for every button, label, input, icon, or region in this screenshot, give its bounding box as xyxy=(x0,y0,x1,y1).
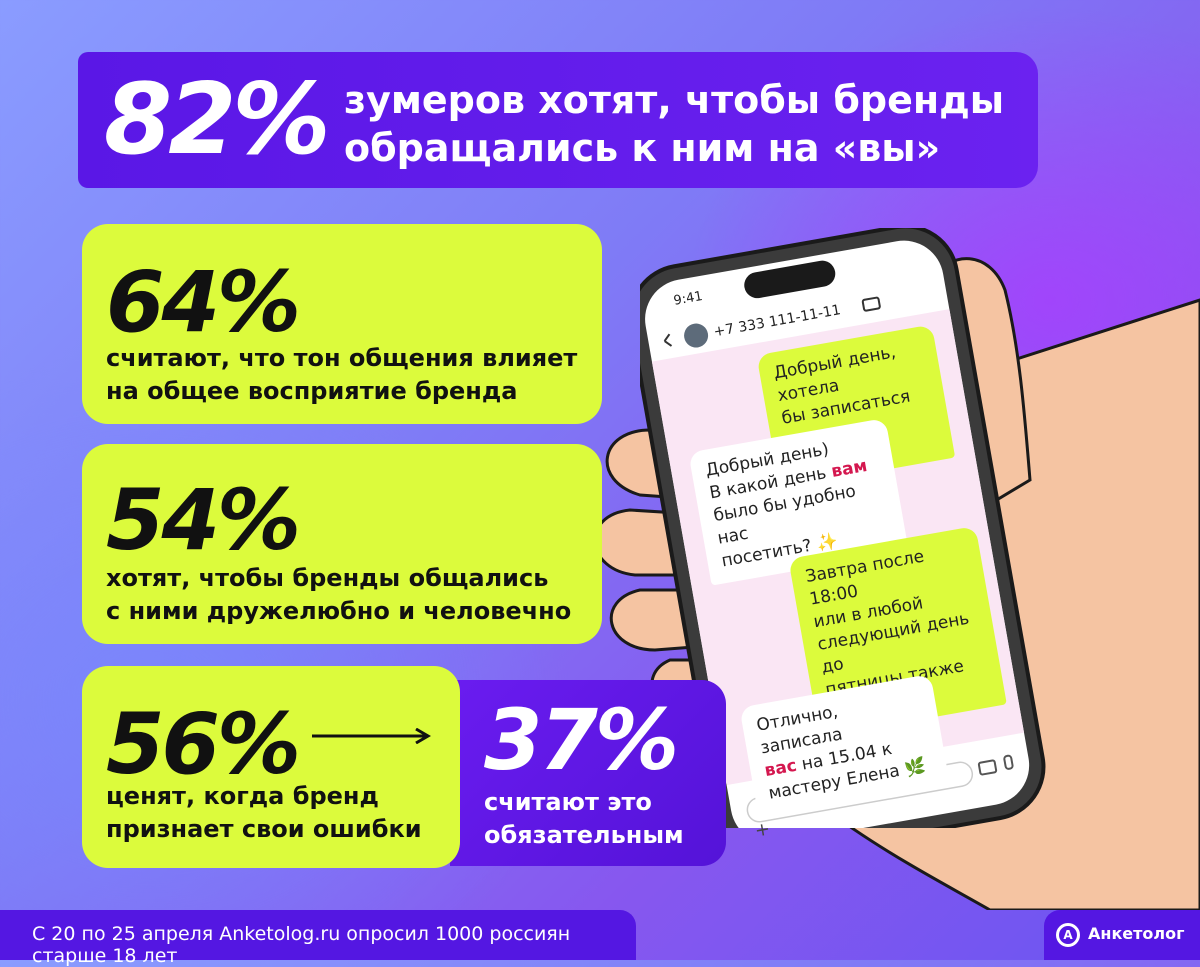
headline-banner: 82% зумеров хотят, чтобы бренды обращали… xyxy=(78,52,1038,188)
stat-description: ценят, когда бренд признает свои ошибки xyxy=(106,780,422,846)
stat-line-2: признает свои ошибки xyxy=(106,813,422,846)
stat-line-2: с ними дружелюбно и человечно xyxy=(106,595,571,628)
contact-number[interactable]: +7 333 111-11-11 xyxy=(712,302,842,340)
headline-line-1: зумеров хотят, чтобы бренды xyxy=(344,76,1004,124)
stat-description: хотят, чтобы бренды общались с ними друж… xyxy=(106,562,571,628)
headline-percent: 82% xyxy=(104,56,327,184)
message-in-2: Отлично, записала вас на 15.04 к мастеру… xyxy=(739,674,950,818)
stat-description: считают, что тон общения влияет на общее… xyxy=(106,342,577,408)
followup-line-2: обязательным xyxy=(484,819,684,852)
headline-line-2: обращались к ним на «вы» xyxy=(344,124,1004,172)
followup-percent: 37% xyxy=(484,692,676,788)
survey-footnote: С 20 по 25 апреля Anketolog.ru опросил 1… xyxy=(0,910,636,960)
brand-name: Анкетолог xyxy=(1088,924,1184,943)
stat-card-54: 54% хотят, чтобы бренды общались с ними … xyxy=(82,444,602,644)
stat-card-56: 56% ценят, когда бренд признает свои оши… xyxy=(82,666,460,868)
followup-card-37: 37% считают это обязательным xyxy=(450,680,726,866)
brand-badge[interactable]: A Анкетолог xyxy=(1044,910,1200,960)
brand-logo-icon: A xyxy=(1056,923,1080,947)
stat-line-1: ценят, когда бренд xyxy=(106,780,422,813)
stat-line-2: на общее восприятие бренда xyxy=(106,375,577,408)
arrow-right-icon xyxy=(312,728,432,744)
stat-percent: 56% xyxy=(106,696,298,792)
stat-line-1: считают, что тон общения влияет xyxy=(106,342,577,375)
stat-card-64: 64% считают, что тон общения влияет на о… xyxy=(82,224,602,424)
stat-line-1: хотят, чтобы бренды общались xyxy=(106,562,571,595)
stat-percent: 54% xyxy=(106,472,298,568)
stat-percent: 64% xyxy=(106,254,298,350)
logo-letter: A xyxy=(1059,926,1077,944)
add-attachment-button[interactable]: + xyxy=(753,818,772,841)
followup-line-1: считают это xyxy=(484,786,684,819)
highlight-word: вам xyxy=(830,456,869,482)
footnote-text: С 20 по 25 апреля Anketolog.ru опросил 1… xyxy=(32,923,636,967)
headline-text: зумеров хотят, чтобы бренды обращались к… xyxy=(344,76,1004,172)
followup-description: считают это обязательным xyxy=(484,786,684,852)
